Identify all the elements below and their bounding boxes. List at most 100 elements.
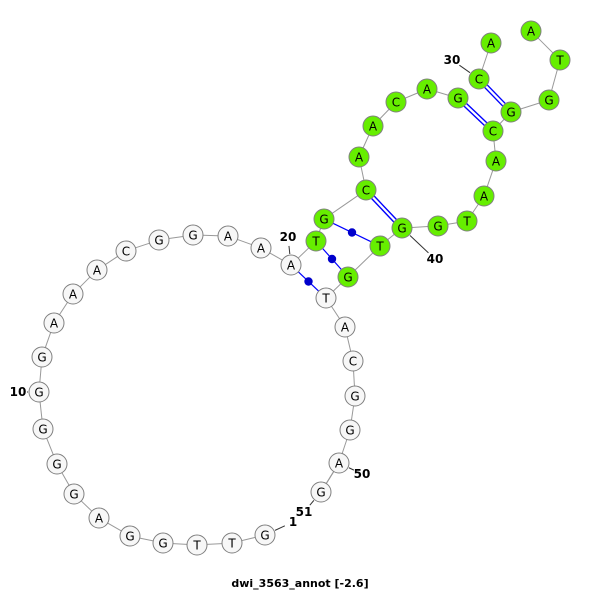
nucleotide-18-A[interactable]: A: [217, 225, 239, 247]
nucleotide-circle: [186, 534, 208, 556]
nucleotide-circle: [310, 481, 332, 503]
nucleotide-circle: [339, 419, 361, 441]
base-pair-dot: [304, 277, 313, 286]
nucleotide-31-A[interactable]: A: [520, 20, 542, 42]
nucleotide-25-A[interactable]: A: [362, 115, 384, 137]
backbone-link: [472, 203, 479, 214]
nucleotide-letter: G: [188, 229, 197, 243]
nucleotide-39-G[interactable]: G: [427, 215, 449, 237]
nucleotide-letter: A: [95, 512, 104, 526]
nucleotide-letter: A: [69, 288, 78, 302]
nucleotide-38-T[interactable]: T: [456, 210, 478, 232]
nucleotide-letter: G: [260, 529, 269, 543]
nucleotide-7-G[interactable]: G: [63, 483, 85, 505]
nucleotide-47-G[interactable]: G: [339, 419, 361, 441]
nucleotide-42-G[interactable]: G: [337, 266, 359, 288]
nucleotide-letter: A: [487, 37, 496, 51]
nucleotide-43-T[interactable]: T: [315, 287, 337, 309]
nucleotide-letter: T: [375, 240, 384, 254]
nucleotide-8-G[interactable]: G: [46, 453, 68, 475]
nucleotide-14-A[interactable]: A: [86, 259, 108, 281]
nucleotide-circle: [31, 346, 53, 368]
backbone-link: [387, 233, 395, 241]
backbone-link: [411, 226, 429, 228]
nucleotide-15-C[interactable]: C: [115, 240, 137, 262]
nucleotide-12-A[interactable]: A: [43, 312, 65, 334]
nucleotide-22-G[interactable]: G: [313, 208, 335, 230]
nucleotide-circle: [337, 266, 359, 288]
nucleotide-circle: [182, 224, 204, 246]
nucleotide-circle: [86, 259, 108, 281]
nucleotide-circle: [473, 185, 495, 207]
backbone-link: [269, 252, 283, 261]
backbone-link: [59, 302, 68, 315]
nucleotide-circle: [250, 237, 272, 259]
nucleotide-46-G[interactable]: G: [344, 385, 366, 407]
nucleotide-11-G[interactable]: G: [31, 346, 53, 368]
nucleotide-26-C[interactable]: C: [385, 91, 407, 113]
nucleotide-circle: [328, 452, 350, 474]
nucleotide-letter: C: [362, 184, 370, 198]
nucleotide-17-G[interactable]: G: [182, 224, 204, 246]
nucleotide-34-G[interactable]: G: [500, 101, 522, 123]
index-tick: [288, 245, 291, 255]
index-tick: [409, 235, 429, 254]
nucleotide-16-G[interactable]: G: [148, 229, 170, 251]
nucleotide-1-G[interactable]: G: [254, 524, 276, 546]
nucleotide-33-G[interactable]: G: [538, 89, 560, 111]
nucleotide-19-A[interactable]: A: [250, 237, 272, 259]
backbone-link: [499, 118, 505, 125]
nucleotide-4-G[interactable]: G: [152, 532, 174, 554]
nucleotide-circle: [369, 235, 391, 257]
backbone-link: [297, 247, 310, 259]
nucleotide-circle: [391, 217, 413, 239]
index-label-30: 30: [444, 53, 461, 67]
nucleotide-letter: T: [192, 539, 201, 553]
nucleotide-3-T[interactable]: T: [186, 534, 208, 556]
nucleotide-letter: G: [38, 423, 47, 437]
nucleotide-27-A[interactable]: A: [416, 78, 438, 100]
nucleotide-49-G[interactable]: G: [310, 481, 332, 503]
nucleotide-41-T[interactable]: T: [369, 235, 391, 257]
nucleotide-letter: G: [158, 537, 167, 551]
nucleotide-letter: A: [423, 83, 432, 97]
nucleotide-45-C[interactable]: C: [342, 350, 364, 372]
nucleotide-23-C[interactable]: C: [355, 179, 377, 201]
nucleotide-36-A[interactable]: A: [485, 150, 507, 172]
nucleotide-13-A[interactable]: A: [62, 283, 84, 305]
nucleotide-20-A[interactable]: A: [280, 254, 302, 276]
nucleotide-letter: G: [316, 486, 325, 500]
backbone-link: [537, 37, 554, 54]
nucleotide-32-T[interactable]: T: [549, 49, 571, 71]
nucleotide-24-A[interactable]: A: [348, 146, 370, 168]
base-pair-line: [486, 84, 506, 105]
nucleotide-letter: A: [93, 264, 102, 278]
nucleotide-35-C[interactable]: C: [482, 120, 504, 142]
backbone-link: [360, 166, 365, 181]
index-label-1: 1: [289, 515, 297, 529]
backbone-link: [486, 170, 494, 187]
nucleotide-28-G[interactable]: G: [447, 87, 469, 109]
index-label-51: 51: [296, 505, 313, 519]
index-label-40: 40: [427, 252, 444, 266]
nucleotide-48-A[interactable]: A: [328, 452, 350, 474]
nucleotide-2-T[interactable]: T: [221, 532, 243, 554]
nucleotide-circle: [43, 312, 65, 334]
nucleotide-circle: [416, 78, 438, 100]
nucleotide-circle: [313, 208, 335, 230]
nucleotide-10-G[interactable]: G: [28, 381, 50, 403]
nucleotide-40-G[interactable]: G: [391, 217, 413, 239]
nucleotide-37-A[interactable]: A: [473, 185, 495, 207]
nucleotide-29-A[interactable]: A: [480, 32, 502, 54]
nucleotide-30-C[interactable]: C: [468, 68, 490, 90]
nucleotide-6-A[interactable]: A: [88, 507, 110, 529]
nucleotide-letter: G: [433, 220, 442, 234]
nucleotide-letter: C: [349, 355, 357, 369]
nucleotide-letter: A: [492, 155, 501, 169]
nucleotide-5-G[interactable]: G: [119, 525, 141, 547]
nucleotide-44-A[interactable]: A: [334, 316, 356, 338]
nucleotide-21-T[interactable]: T: [305, 230, 327, 252]
nucleotide-circle: [468, 68, 490, 90]
nucleotide-9-G[interactable]: G: [32, 418, 54, 440]
